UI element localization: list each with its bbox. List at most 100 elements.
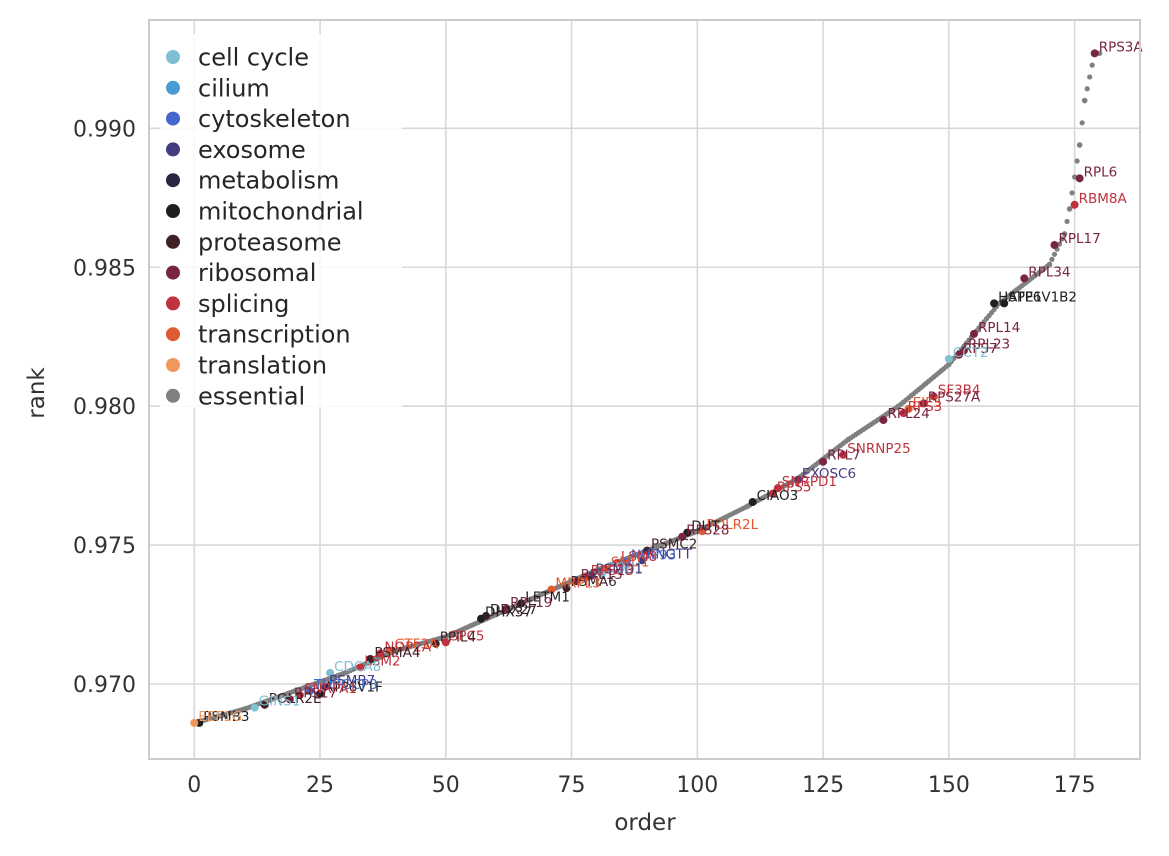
point-label: MRPL3 [555,576,600,592]
point-label: RPS3 [908,399,943,415]
point-label: RPS28 [686,523,729,539]
point-label: RPS27A [928,389,981,405]
point-label: DDX27 [490,602,537,618]
legend-marker [166,50,180,64]
data-point [969,329,978,338]
point-label: PPIL4 [440,630,476,646]
y-tick-label: 0.980 [73,395,136,420]
essential-point [292,688,298,694]
essential-point [241,706,248,712]
essential-point [1084,86,1090,92]
y-tick-label: 0.970 [73,673,136,698]
data-point [612,559,621,568]
legend-label: proteasome [198,228,341,256]
x-tick-label: 0 [187,773,201,798]
essential-point [1089,62,1095,68]
essential-point [1059,236,1065,242]
point-label: DHX37 [485,605,532,621]
essential-point [744,503,751,509]
data-point [547,585,556,594]
data-point [356,663,365,672]
data-point [386,646,395,655]
legend-marker [166,327,180,342]
legend-label: splicing [198,290,289,318]
point-label: HSPE1 [998,289,1042,305]
essential-point [1079,120,1085,126]
legend-label: transcription [198,321,351,349]
data-point [572,577,581,586]
data-point [295,691,304,700]
point-label: PSMB7 [329,673,375,689]
data-point [1075,174,1084,183]
point-label: RPL17 [1058,231,1100,247]
x-tick-label: 75 [558,773,586,798]
point-label: PSMC2 [651,537,697,553]
data-point [1050,241,1059,250]
data-point [839,450,848,459]
essential-point [493,611,499,618]
legend-marker [166,204,180,218]
essential-point [342,670,348,676]
essential-point [946,361,952,368]
data-point [793,475,802,484]
point-label: GTF3A [394,637,439,653]
essential-point [1074,158,1080,164]
legend-label: ribosomal [198,259,316,287]
essential-point [1087,74,1093,80]
data-point [366,654,375,663]
point-label: RPS7 [963,341,998,357]
data-point [919,399,928,408]
legend-label: mitochondrial [198,198,364,226]
point-label: SMU1 [611,555,650,571]
x-tick-label: 175 [1054,773,1096,798]
point-label: PSMD1 [596,562,643,578]
data-point [517,599,526,608]
data-point [879,416,888,425]
essential-point [1064,218,1070,225]
point-label: PSMB3 [203,709,249,725]
point-label: RPL24 [887,406,929,422]
point-label: RPS13 [591,563,634,579]
data-point [1000,299,1009,308]
legend-marker [166,80,180,95]
data-point [1020,274,1029,283]
data-point [929,392,938,401]
point-label: PSMA6 [571,574,617,590]
essential-point [895,403,902,409]
point-label: RPL15 [581,567,623,583]
x-tick-label: 125 [802,773,844,798]
essential-point [1049,256,1055,262]
data-point [899,409,908,418]
x-tick-label: 50 [432,773,460,798]
point-label: SF3B4 [938,382,981,398]
data-point [698,527,707,536]
point-label: SNRNP25 [847,441,910,457]
data-point [326,668,335,677]
x-axis-ticks: 0 25 50 75 100 125 150 175 [187,773,1095,798]
legend-box [160,34,402,408]
point-label: ATP6V1B2 [1008,289,1077,305]
data-point [190,718,199,727]
essential-point [442,633,449,640]
legend-marker [166,265,180,280]
data-point [321,682,330,691]
point-label: LSM8 [621,549,657,565]
data-point [502,604,511,613]
data-point [597,570,606,579]
essential-point [1081,97,1088,104]
data-point [637,556,646,565]
point-label: RPL23 [968,337,1010,353]
point-label: POLR2L [706,517,758,533]
legend-label: cilium [198,74,270,102]
data-point [376,649,385,658]
point-label: EEF1G [198,709,242,725]
point-label: RBM8A [1079,191,1128,207]
data-point [562,584,571,593]
point-label: CIAO3 [757,488,799,504]
point-label: RPL19 [510,595,552,611]
y-axis-label: rank [24,367,50,419]
point-label: EXOSC6 [802,466,856,482]
point-label: SNRPD1 [782,474,837,490]
